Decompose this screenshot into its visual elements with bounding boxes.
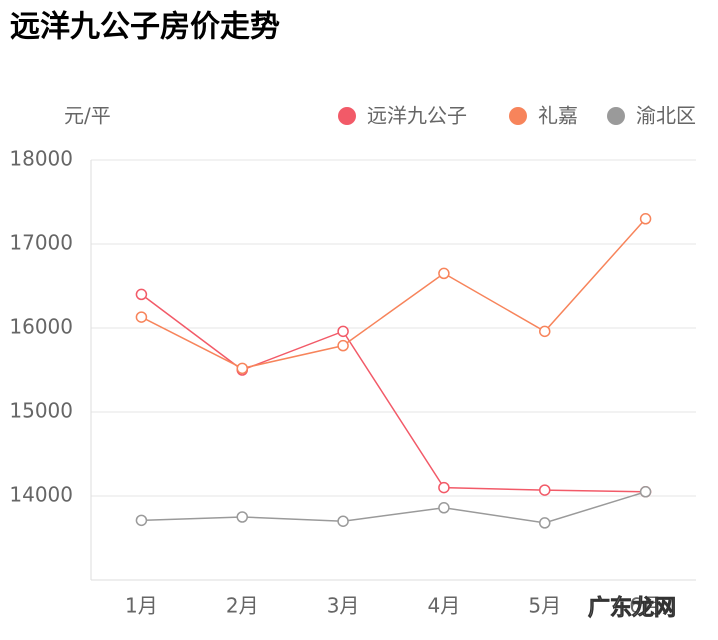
x-tick-label: 2月 (226, 594, 259, 618)
series-line (141, 491, 646, 524)
data-point (337, 325, 349, 338)
y-tick-label: 14000 (9, 483, 73, 507)
x-tick-label: 1月 (125, 594, 158, 618)
data-point (438, 502, 450, 514)
x-tick-label: 5月 (528, 594, 561, 618)
legend-label: 礼嘉 (538, 104, 578, 128)
chart-title: 远洋九公子房价走势 (10, 10, 280, 45)
x-tick-label: 4月 (428, 594, 461, 618)
series-line (140, 293, 646, 493)
data-point (438, 481, 450, 494)
data-point (337, 339, 349, 352)
legend-label: 远洋九公子 (367, 104, 467, 128)
legend-marker (338, 107, 356, 125)
data-point (639, 213, 652, 225)
y-tick-label: 16000 (9, 315, 73, 339)
data-point (135, 311, 148, 323)
data-point (135, 288, 148, 301)
y-axis-label: 元/平 (64, 104, 111, 128)
data-point (236, 511, 248, 523)
x-tick-label: 6月 (629, 594, 662, 618)
data-point (236, 362, 248, 375)
legend-marker (509, 107, 527, 125)
data-point (337, 515, 349, 527)
y-tick-label: 18000 (9, 147, 73, 171)
data-point (639, 486, 652, 498)
watermark: 广东龙网 (588, 595, 676, 621)
data-point (135, 514, 148, 527)
series-line (141, 218, 647, 370)
x-tick-label: 3月 (327, 594, 360, 618)
y-tick-label: 17000 (9, 231, 73, 255)
data-point (539, 484, 551, 496)
data-point (539, 517, 551, 529)
legend-label: 渝北区 (636, 104, 696, 128)
data-point (539, 325, 551, 338)
y-tick-label: 15000 (9, 399, 73, 423)
legend-marker (607, 107, 625, 125)
data-point (438, 267, 450, 280)
